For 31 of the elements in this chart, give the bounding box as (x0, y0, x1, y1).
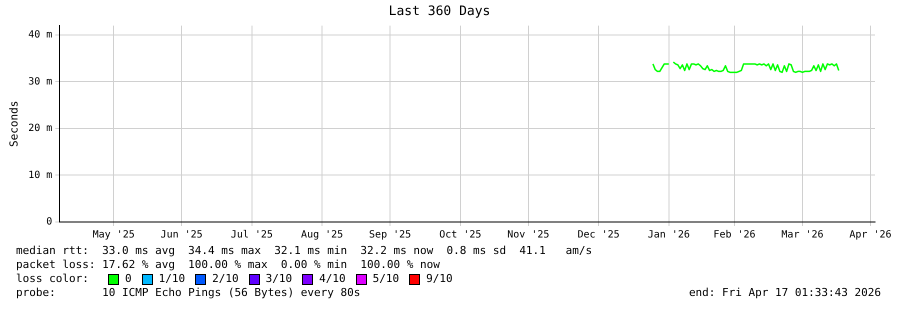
text: loss color: (16, 272, 90, 286)
text: 0 (125, 272, 132, 286)
x-tick-label: Jan '26 (648, 230, 690, 241)
x-tick-label: Jul '25 (230, 230, 273, 241)
x-tick-label: Mar '26 (781, 230, 824, 241)
y-tick-label: 20 m (28, 123, 52, 134)
text: end: Fri Apr 17 01:33:43 2026 (688, 286, 881, 300)
x-tick-label: Jun '25 (160, 230, 203, 241)
x-tick-label: Aug '25 (301, 230, 344, 241)
y-axis-title: Seconds (7, 100, 20, 147)
y-tick-label: 40 m (28, 30, 52, 41)
text: probe: 10 ICMP Echo Pings (56 Bytes) every 80s (16, 286, 360, 300)
x-tick-label: Nov '25 (507, 230, 550, 241)
chart-title: Last 360 Days (388, 4, 490, 20)
text: median rtt: 33.0 ms avg 34.4 ms max 32.1 ms min 32.2 ms now 0.8 ms sd 41.1 am/s (16, 244, 594, 258)
x-tick-label: May '25 (92, 230, 135, 241)
text: 5/10 (372, 272, 400, 286)
x-tick-label: Sep '25 (369, 230, 412, 241)
y-tick-label: 0 (46, 216, 52, 228)
x-tick-label: Dec '25 (577, 230, 620, 241)
text: 4/10 (319, 272, 346, 286)
y-tick-label: 10 m (28, 170, 52, 181)
y-tick-label: 30 m (28, 76, 52, 88)
text: packet loss: 17.62 % avg 100.00 % max 0.00 % min 100.00 % now (16, 258, 441, 272)
text: 1/10 (158, 272, 186, 286)
x-tick-label: Oct '25 (439, 230, 482, 241)
text: 3/10 (266, 272, 292, 286)
text: 2/10 (212, 272, 239, 286)
x-tick-label: Apr '26 (849, 230, 892, 241)
x-tick-label: Feb '26 (713, 230, 756, 241)
text: 9/10 (426, 272, 453, 286)
